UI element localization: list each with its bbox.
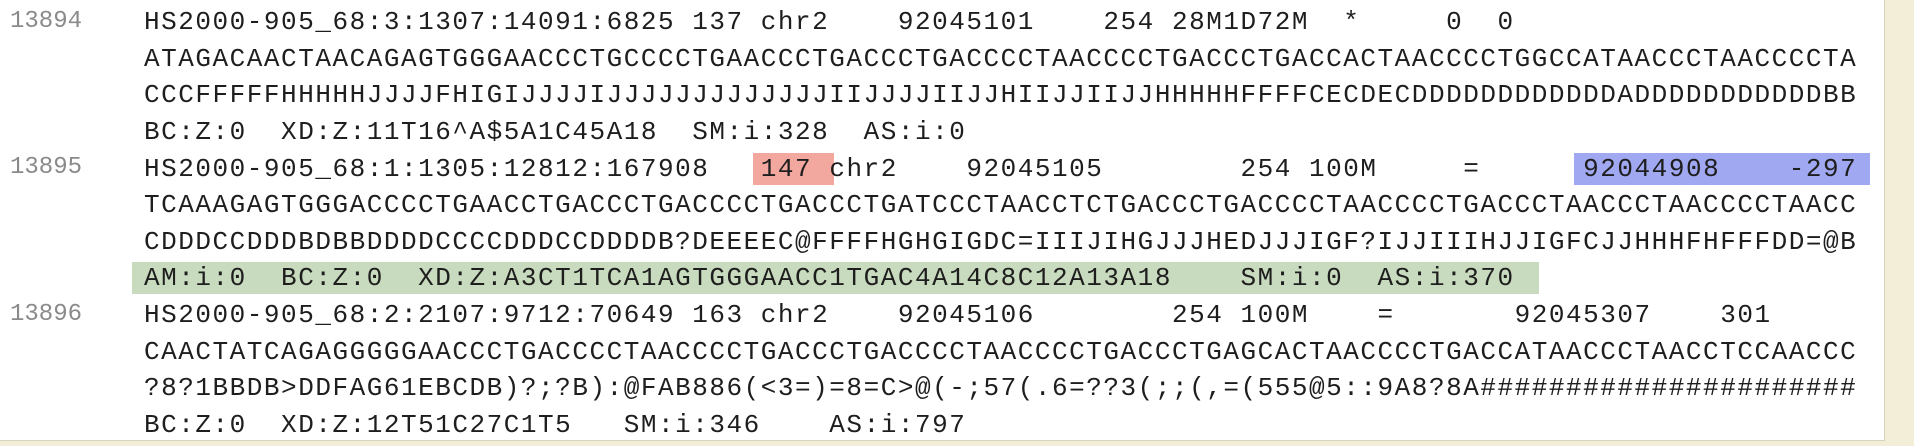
text-line: ?8?1BBDB>DDFAG61EBCDB)?;?B):@FAB886(<3=)… xyxy=(144,370,1857,406)
text: ?8?1BBDB>DDFAG61EBCDB)?;?B):@FAB886(<3=)… xyxy=(144,373,1858,404)
text-line: ATAGACAACTAACAGAGTGGGAACCCTGCCCCTGAACCCT… xyxy=(144,41,1857,77)
text: chr2 92045105 254 100M = xyxy=(812,153,1584,184)
highlighted-text: 92044908 -297 xyxy=(1574,152,1871,185)
text: ATAGACAACTAACAGAGTGGGAACCCTGCCCCTGAACCCT… xyxy=(144,43,1858,74)
text: CCCFFFFFHHHHHJJJJFHIGIJJJJIJJJJJJJJJJJJJ… xyxy=(144,80,1858,111)
text-line: CAACTATCAGAGGGGGAACCCTGACCCCTAACCCCTGACC… xyxy=(144,333,1857,369)
text-line: AM:i:0 BC:Z:0 XD:Z:A3CT1TCA1AGTGGGAACC1T… xyxy=(132,260,1539,296)
text: CDDDCCDDDBDBBDDDDCCCCDDDCCDDDDB?DEEEEC@F… xyxy=(144,226,1858,257)
text-line: CDDDCCDDDBDBBDDDDCCCCDDDCCDDDDB?DEEEEC@F… xyxy=(144,224,1857,260)
text-line: CCCFFFFFHHHHHJJJJFHIGIJJJJIJJJJJJJJJJJJJ… xyxy=(144,77,1857,113)
text-line: HS2000-905_68:1:1305:12812:167908 147 ch… xyxy=(144,150,1871,186)
line-number: 13895 xyxy=(10,154,83,182)
highlighted-text: 147 xyxy=(752,152,835,185)
line-number: 13894 xyxy=(10,8,83,35)
text-line: BC:Z:0 XD:Z:11T16^A$5A1C45A18 SM:i:328 A… xyxy=(144,114,966,150)
text: BC:Z:0 XD:Z:11T16^A$5A1C45A18 SM:i:328 A… xyxy=(144,116,967,147)
text: HS2000-905_68:3:1307:14091:6825 137 chr2… xyxy=(144,7,1515,38)
text: HS2000-905_68:2:2107:9712:70649 163 chr2… xyxy=(144,299,1772,330)
text: CAACTATCAGAGGGGGAACCCTGACCCCTAACCCCTGACC… xyxy=(144,336,1858,367)
line-number: 13896 xyxy=(10,300,83,328)
text-line: HS2000-905_68:3:1307:14091:6825 137 chr2… xyxy=(144,4,1515,40)
text-line: HS2000-905_68:2:2107:9712:70649 163 chr2… xyxy=(144,297,1772,333)
text-line: TCAAAGAGTGGGACCCCTGAACCTGACCCTGACCCCTGAC… xyxy=(144,187,1857,223)
text: HS2000-905_68:1:1305:12812:167908 xyxy=(144,153,761,184)
text: TCAAAGAGTGGGACCCCTGAACCTGACCCTGACCCCTGAC… xyxy=(144,190,1858,221)
text: BC:Z:0 XD:Z:12T51C27C1T5 SM:i:346 AS:i:7… xyxy=(144,409,967,440)
text-line: BC:Z:0 XD:Z:12T51C27C1T5 SM:i:346 AS:i:7… xyxy=(144,407,966,443)
highlighted-text: AM:i:0 BC:Z:0 XD:Z:A3CT1TCA1AGTGGGAACC1T… xyxy=(132,262,1539,295)
editor-panel: 13894 HS2000-905_68:3:1307:14091:6825 137… xyxy=(0,0,1885,441)
